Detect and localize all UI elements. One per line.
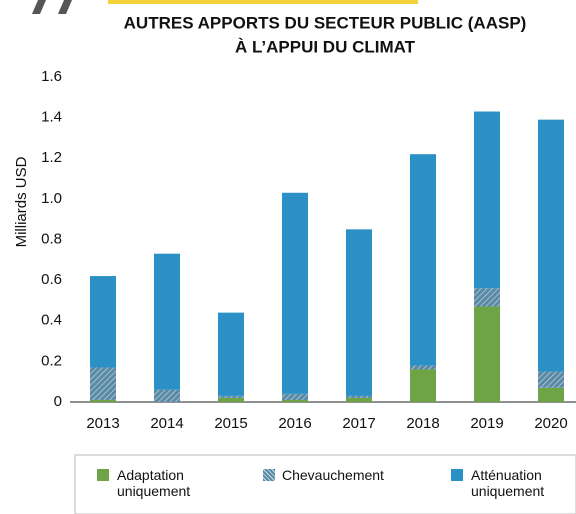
bar-segment [410, 365, 436, 370]
bar-segment [218, 395, 244, 398]
decoration [32, 0, 46, 14]
x-tick-label: 2018 [406, 415, 439, 432]
y-axis-label: Milliards USD [13, 156, 30, 247]
y-tick-label: 1.0 [41, 190, 62, 207]
bar-segment [218, 397, 244, 402]
bar-segment [538, 119, 564, 372]
x-tick-label: 2014 [150, 415, 183, 432]
bar-segment [282, 393, 308, 400]
chart-title: À L’APPUI DU CLIMAT [235, 37, 416, 56]
bar-segment [410, 369, 436, 402]
y-tick-label: 0.4 [41, 312, 62, 329]
legend-label: Atténuation uniquement [471, 467, 545, 499]
x-tick-label: 2016 [278, 415, 311, 432]
x-tick-label: 2015 [214, 415, 247, 432]
bar-segment [474, 288, 500, 307]
bar-segment [154, 389, 180, 402]
y-tick-label: 0 [54, 393, 62, 410]
y-tick-label: 1.2 [41, 149, 62, 166]
legend-swatch [263, 469, 275, 481]
decoration [58, 0, 72, 14]
bar-segment [218, 312, 244, 396]
bar-segment [474, 306, 500, 402]
bar-segment [154, 253, 180, 390]
bar-segment [410, 154, 436, 366]
legend-swatch [451, 469, 463, 481]
bar-segment [346, 395, 372, 398]
legend-swatch [97, 469, 109, 481]
chart-title: AUTRES APPORTS DU SECTEUR PUBLIC (AASP) [124, 13, 527, 32]
x-tick-label: 2020 [534, 415, 567, 432]
bar-segment [90, 399, 116, 402]
legend-label: Adaptation uniquement [117, 467, 191, 499]
bar-segment [538, 387, 564, 402]
y-tick-label: 1.4 [41, 109, 62, 126]
bar-segment [90, 276, 116, 368]
bar-segment [346, 229, 372, 396]
y-tick-label: 0.2 [41, 352, 62, 369]
x-tick-label: 2019 [470, 415, 503, 432]
y-tick-label: 0.8 [41, 230, 62, 247]
y-tick-label: 1.6 [41, 68, 62, 85]
decoration [108, 0, 418, 4]
legend-box [74, 454, 576, 514]
y-tick-label: 0.6 [41, 271, 62, 288]
bar-segment [90, 367, 116, 400]
bar-segment [282, 192, 308, 394]
bar-segment [282, 399, 308, 402]
bar-segment [346, 397, 372, 402]
x-tick-label: 2017 [342, 415, 375, 432]
bar-segment [538, 371, 564, 388]
bar-segment [474, 111, 500, 289]
x-tick-label: 2013 [86, 415, 119, 432]
legend-label: Chevauchement [282, 467, 384, 483]
